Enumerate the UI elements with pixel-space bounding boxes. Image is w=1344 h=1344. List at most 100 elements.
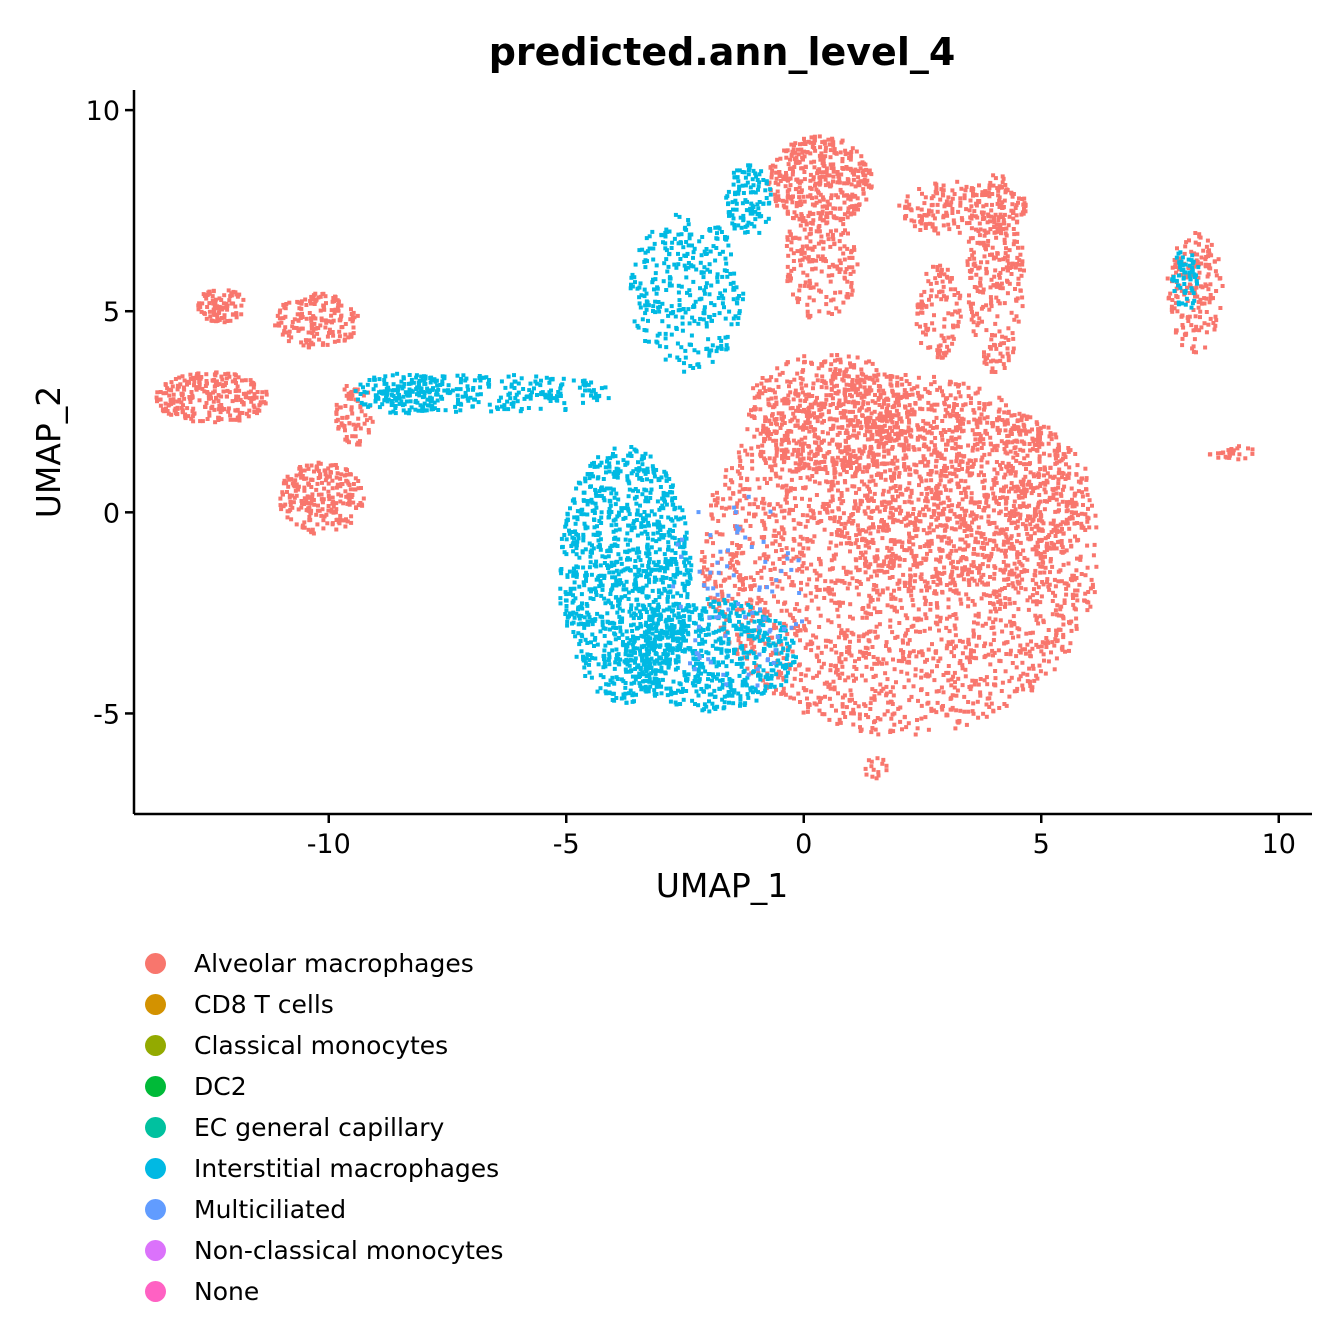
point	[855, 423, 860, 428]
point	[784, 483, 789, 488]
point	[1028, 448, 1033, 453]
point	[781, 561, 786, 565]
point	[789, 477, 794, 482]
point	[990, 448, 995, 453]
point	[809, 515, 814, 520]
point	[814, 585, 819, 589]
point	[971, 320, 976, 325]
point	[915, 726, 920, 731]
point	[847, 516, 852, 520]
point	[929, 403, 934, 408]
point	[1007, 545, 1012, 550]
point	[828, 639, 833, 644]
point	[854, 538, 859, 543]
point	[767, 388, 772, 392]
point	[1029, 491, 1034, 496]
point	[1019, 273, 1024, 278]
point	[829, 298, 834, 303]
point	[997, 606, 1002, 611]
point	[1038, 430, 1043, 435]
point	[919, 207, 924, 212]
point	[899, 443, 904, 448]
point	[977, 221, 982, 226]
point	[951, 565, 956, 570]
point	[756, 444, 761, 449]
point	[931, 580, 936, 584]
point	[1003, 567, 1008, 572]
point	[900, 638, 905, 643]
point	[944, 350, 949, 355]
point	[1041, 560, 1046, 565]
point	[994, 235, 999, 240]
point	[804, 566, 809, 571]
point	[782, 421, 787, 425]
point	[836, 519, 841, 524]
point	[890, 405, 895, 410]
point	[950, 211, 955, 215]
point	[1006, 223, 1011, 228]
point	[811, 298, 816, 303]
point	[895, 431, 900, 436]
point	[927, 585, 932, 590]
point	[961, 381, 966, 386]
point	[924, 616, 929, 621]
point	[795, 159, 800, 164]
point	[816, 447, 821, 451]
point	[931, 194, 936, 199]
point	[1211, 321, 1216, 325]
point	[1037, 439, 1042, 444]
point	[830, 587, 834, 592]
point	[861, 402, 866, 407]
point	[972, 547, 976, 551]
point	[1075, 598, 1080, 603]
point	[1052, 667, 1057, 672]
point	[1175, 258, 1180, 262]
point	[748, 575, 753, 580]
point	[851, 177, 856, 182]
point	[1035, 505, 1040, 510]
point	[888, 510, 893, 515]
point	[903, 405, 908, 410]
point	[769, 432, 774, 436]
point	[764, 557, 769, 562]
point	[736, 592, 741, 597]
point	[702, 565, 706, 570]
point	[1060, 499, 1065, 504]
point	[795, 300, 800, 305]
point	[740, 487, 745, 492]
point	[906, 522, 911, 527]
point	[813, 181, 818, 186]
point	[958, 659, 963, 663]
point	[858, 179, 863, 184]
point	[723, 482, 728, 487]
point	[770, 163, 775, 168]
point	[982, 452, 987, 457]
point	[989, 442, 993, 447]
point	[956, 418, 961, 423]
point	[916, 436, 921, 441]
point	[776, 599, 780, 604]
point	[798, 700, 802, 704]
point	[963, 565, 967, 570]
point	[760, 376, 765, 380]
point	[819, 696, 824, 701]
point	[908, 588, 913, 593]
point	[994, 543, 999, 548]
point	[1057, 459, 1062, 464]
point	[889, 546, 894, 551]
point	[790, 616, 795, 620]
point	[966, 568, 971, 573]
point	[1064, 592, 1069, 597]
point	[944, 199, 949, 204]
point	[971, 313, 976, 318]
point	[966, 485, 971, 490]
point	[975, 530, 980, 535]
point	[1045, 541, 1049, 546]
point	[947, 555, 952, 560]
point	[786, 437, 791, 442]
point	[916, 302, 921, 307]
point	[1000, 215, 1005, 219]
point	[763, 415, 768, 420]
point	[808, 172, 813, 177]
point	[843, 480, 848, 485]
